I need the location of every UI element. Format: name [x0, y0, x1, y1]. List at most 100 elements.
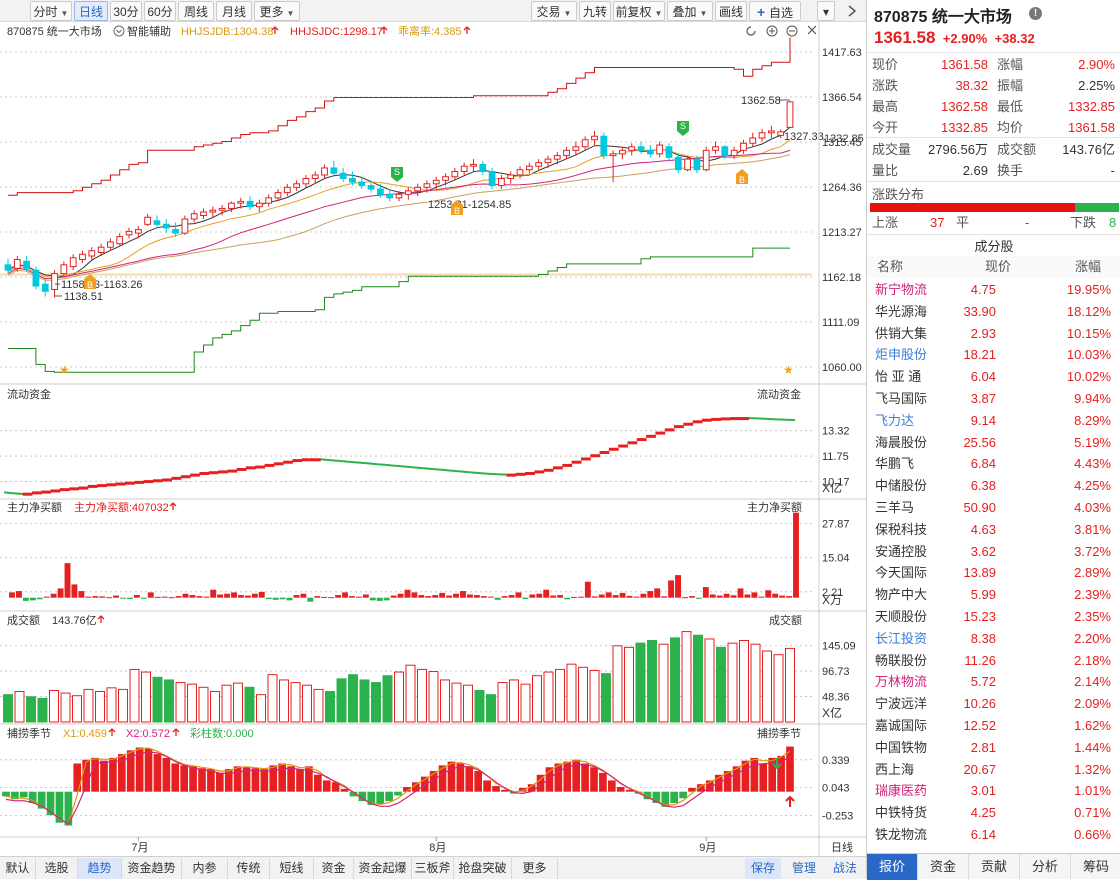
fund-segment	[209, 471, 219, 474]
period-tab-0[interactable]: 分时▼	[30, 1, 72, 21]
chevron-down-icon[interactable]	[114, 26, 124, 36]
fund-segment	[683, 423, 693, 426]
tool-button-3[interactable]: 叠加▼	[667, 1, 713, 21]
bottom-action-0[interactable]: 保存	[745, 858, 781, 879]
quote-value: 143.76亿	[1062, 139, 1115, 160]
volume-bar	[728, 643, 737, 722]
period-tab-5[interactable]: 月线	[216, 1, 252, 21]
season-bar	[261, 769, 269, 792]
tool-button-0[interactable]: 交易▼	[531, 1, 577, 21]
net-panel-title-right: 主力净买额	[747, 500, 802, 514]
assist-toggle[interactable]: 智能辅助	[114, 24, 171, 38]
volume-bar	[61, 693, 70, 722]
strategy-tab-3[interactable]: 资金趋势	[122, 858, 182, 879]
fund-segment	[88, 485, 98, 488]
flat-label: 平	[956, 213, 969, 233]
period-tab-3[interactable]: 60分	[144, 1, 176, 21]
fund-segment	[265, 464, 275, 467]
strategy-tab-9[interactable]: 三板斧	[412, 858, 454, 879]
panel-tab-4[interactable]: 筹码	[1071, 854, 1120, 880]
fund-segment	[590, 454, 600, 457]
info-icon[interactable]: !	[1029, 7, 1042, 20]
candle	[787, 101, 793, 127]
strategy-tab-0[interactable]: 默认	[0, 858, 36, 879]
candle	[322, 164, 328, 178]
tool-button-1[interactable]: 九转	[579, 1, 611, 21]
quote-value: 38.32	[955, 75, 988, 96]
chevron-down-icon[interactable]: ▾	[817, 1, 835, 21]
fund-segment	[116, 483, 126, 486]
stock-price: 33.90	[963, 301, 996, 323]
fund-segment	[348, 462, 357, 463]
period-tab-4[interactable]: 周线	[178, 1, 214, 21]
chart-svg[interactable]: 870875 统一大市场 智能辅助 HHJSJDB:1304.38 HHJSJD…	[0, 22, 866, 856]
chevron-right-icon[interactable]	[842, 1, 862, 21]
tool-button-2[interactable]: 前复权▼	[613, 1, 665, 21]
volume-bar	[211, 692, 220, 722]
panel-tab-0[interactable]: 报价	[867, 854, 918, 880]
net-bar	[224, 594, 230, 598]
panel-tab-2[interactable]: 贡献	[969, 854, 1020, 880]
panel-tab-3[interactable]: 分析	[1020, 854, 1071, 880]
strategy-tab-11[interactable]: 更多	[512, 858, 558, 879]
bottom-action-1[interactable]: 管理	[786, 858, 822, 879]
refresh-icon[interactable]	[747, 27, 755, 35]
tool-button-5[interactable]: + 自选	[749, 1, 801, 21]
kline-chart-area[interactable]: 870875 统一大市场 智能辅助 HHJSJDB:1304.38 HHJSJD…	[0, 22, 866, 856]
strategy-tab-6[interactable]: 短线	[270, 858, 314, 879]
panel-controls	[747, 26, 816, 36]
fund-segment	[153, 479, 163, 482]
vol-panel-value: 143.76亿	[52, 614, 97, 627]
volume-bar	[602, 674, 611, 722]
close-icon[interactable]	[808, 26, 816, 34]
volume-bar	[544, 672, 553, 722]
strategy-tab-8[interactable]: 资金起爆	[354, 858, 412, 879]
net-bar	[148, 592, 154, 597]
net-bar	[633, 597, 639, 598]
candle	[564, 147, 570, 159]
panel-tab-1[interactable]: 资金	[918, 854, 969, 880]
strategy-tab-4[interactable]: 内参	[182, 858, 228, 879]
header-change[interactable]: 涨幅	[1075, 256, 1101, 278]
header-name[interactable]: 名称	[877, 256, 903, 278]
strategy-tab-7[interactable]: 资金	[314, 858, 354, 879]
volume-bar	[429, 672, 438, 722]
period-tab-6[interactable]: 更多▼	[254, 1, 300, 21]
period-tab-2[interactable]: 30分	[110, 1, 142, 21]
strategy-tab-1[interactable]: 选股	[36, 858, 78, 879]
strategy-tab-5[interactable]: 传统	[228, 858, 270, 879]
strategy-tab-2[interactable]: 趋势	[78, 858, 122, 879]
period-tab-1[interactable]: 日线	[74, 1, 108, 21]
volume-bar	[107, 688, 116, 722]
bottom-action-2[interactable]: 战法	[827, 858, 863, 879]
tool-button-4[interactable]: 画线	[715, 1, 747, 21]
strategy-tab-10[interactable]: 抢盘突破	[454, 858, 512, 879]
header-price[interactable]: 现价	[985, 256, 1011, 278]
